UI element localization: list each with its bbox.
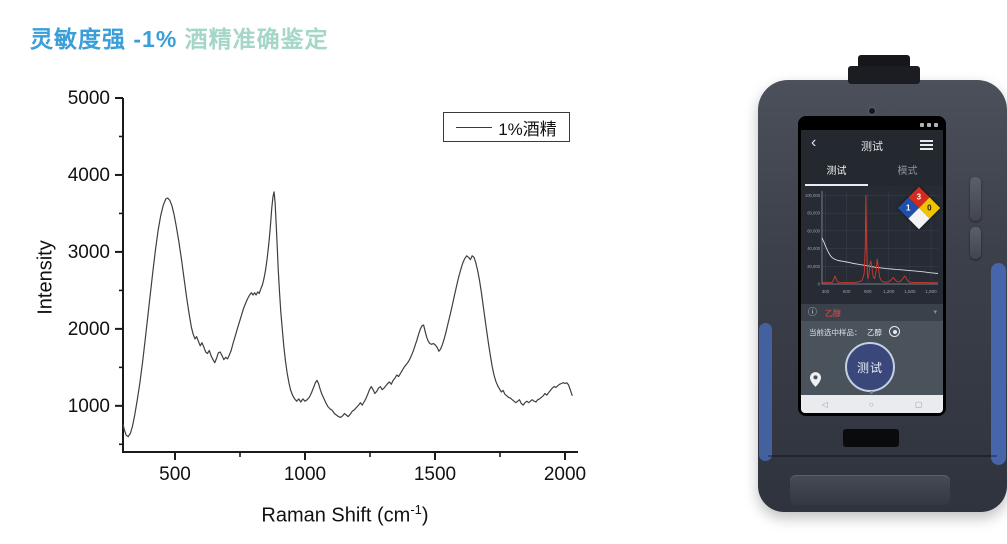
raman-spectrum-chart: 1000 2000 3000 4000 5000 500 1000 1500 2000 bbox=[68, 88, 586, 485]
info-icon: ⓘ bbox=[808, 307, 818, 317]
nav-home-icon[interactable]: ○ bbox=[868, 399, 874, 409]
radio-selected-icon[interactable] bbox=[889, 326, 900, 337]
right-rubber-grip bbox=[991, 263, 1006, 465]
test-button[interactable]: 测试 bbox=[845, 342, 895, 392]
svg-text:80,000: 80,000 bbox=[807, 211, 820, 216]
signal-icon bbox=[920, 123, 924, 127]
svg-text:100,000: 100,000 bbox=[805, 193, 821, 198]
hamburger-menu-icon[interactable] bbox=[920, 140, 933, 152]
page-title-highlight: 灵敏度强 -1% bbox=[30, 26, 178, 52]
device-screen: ‹ 测试 测试 模式 0 20,000 40,000 60,000 80,000 100,… bbox=[801, 119, 943, 413]
page-title-rest: 酒精准确鉴定 bbox=[177, 26, 329, 52]
chart-legend: 1%酒精 bbox=[443, 112, 570, 142]
tab-test[interactable]: 测试 bbox=[801, 160, 872, 186]
legend-line-sample bbox=[456, 126, 493, 128]
svg-text:60,000: 60,000 bbox=[807, 228, 820, 233]
action-area: 测试 bbox=[801, 341, 943, 395]
nav-recents-icon[interactable]: ▢ bbox=[914, 399, 923, 409]
selected-sample-row: 当前选中样品： 乙醇 bbox=[801, 321, 943, 341]
svg-text:500: 500 bbox=[159, 464, 191, 485]
screen-header: ‹ 测试 bbox=[801, 130, 943, 160]
detected-substance: 乙醇 bbox=[825, 309, 841, 318]
detect-result-row[interactable]: ⓘ 乙醇 ▾ bbox=[801, 304, 943, 321]
caret-down-icon: ▾ bbox=[933, 309, 937, 316]
side-button-lower bbox=[970, 227, 981, 259]
android-nav-bar: ◁ ○ ▢ bbox=[801, 395, 943, 413]
screen-title: 测试 bbox=[861, 141, 883, 153]
left-rubber-grip bbox=[759, 323, 772, 461]
screen-tabs: 测试 模式 bbox=[801, 160, 943, 186]
body-seam bbox=[768, 455, 997, 457]
svg-text:5000: 5000 bbox=[68, 88, 110, 109]
legend-label: 1%酒精 bbox=[498, 119, 557, 139]
svg-text:2000: 2000 bbox=[68, 319, 110, 340]
svg-text:3000: 3000 bbox=[68, 242, 110, 263]
status-icons bbox=[920, 123, 938, 127]
svg-text:2000: 2000 bbox=[544, 464, 586, 485]
probe-base bbox=[848, 66, 920, 84]
svg-text:1000: 1000 bbox=[68, 396, 110, 417]
location-pin-icon[interactable] bbox=[810, 372, 821, 392]
handheld-spectrometer: ‹ 测试 测试 模式 0 20,000 40,000 60,000 80,000 100,… bbox=[758, 55, 1007, 512]
x-axis-label: Raman Shift (cm-1) bbox=[261, 502, 429, 527]
svg-text:300: 300 bbox=[822, 289, 830, 294]
wifi-icon bbox=[927, 123, 931, 127]
screen-spectrum-panel: 0 20,000 40,000 60,000 80,000 100,000 300 600 90… bbox=[801, 186, 943, 304]
svg-text:4000: 4000 bbox=[68, 165, 110, 186]
bottom-plate bbox=[790, 475, 950, 505]
y-axis-label: Intensity bbox=[34, 240, 57, 315]
svg-text:900: 900 bbox=[864, 289, 872, 294]
svg-text:1000: 1000 bbox=[284, 464, 326, 485]
side-button-upper bbox=[970, 177, 981, 221]
back-icon[interactable]: ‹ bbox=[811, 134, 817, 151]
label-window bbox=[843, 429, 899, 447]
sample-value: 乙醇 bbox=[867, 328, 882, 337]
svg-text:1,200: 1,200 bbox=[883, 289, 895, 294]
screen-bezel: ‹ 测试 测试 模式 0 20,000 40,000 60,000 80,000 100,… bbox=[798, 116, 946, 416]
svg-text:20,000: 20,000 bbox=[807, 264, 820, 269]
battery-icon bbox=[934, 123, 938, 127]
nav-back-icon[interactable]: ◁ bbox=[821, 399, 828, 409]
svg-text:1,800: 1,800 bbox=[925, 289, 937, 294]
svg-text:1500: 1500 bbox=[414, 464, 456, 485]
tab-mode[interactable]: 模式 bbox=[897, 166, 918, 177]
svg-text:1,500: 1,500 bbox=[904, 289, 916, 294]
svg-text:0: 0 bbox=[818, 282, 821, 287]
svg-text:600: 600 bbox=[843, 289, 851, 294]
svg-text:40,000: 40,000 bbox=[807, 246, 820, 251]
status-bar bbox=[801, 119, 943, 130]
sample-label: 当前选中样品： bbox=[809, 328, 862, 337]
button-dot bbox=[870, 391, 873, 394]
page-title: 灵敏度强 -1% 酒精准确鉴定 bbox=[30, 20, 329, 54]
screw bbox=[868, 107, 876, 115]
